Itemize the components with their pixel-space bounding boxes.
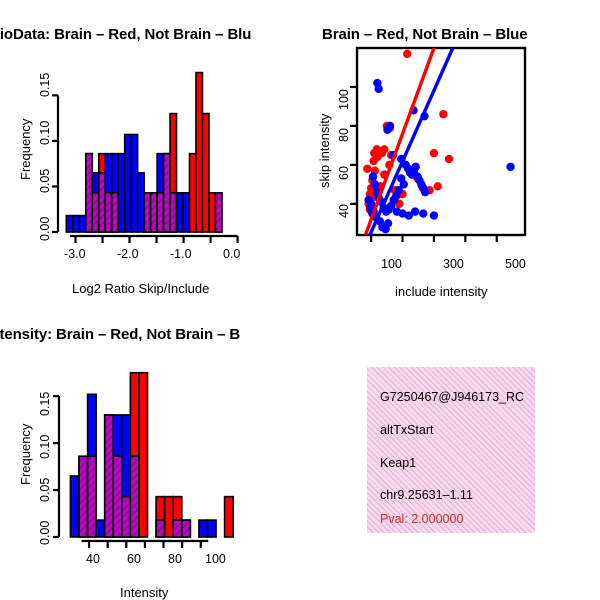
ratio-xtick-3: 0.0 <box>223 247 241 261</box>
gene-info-panel: G7250467@J946173_RC altTxStart Keap1 chr… <box>300 300 600 600</box>
ratio-histogram-title: RatioData: Brain – Red, Not Brain – Blu <box>0 26 252 43</box>
gene-info-box: G7250467@J946173_RC altTxStart Keap1 chr… <box>367 367 535 533</box>
info-pval: Pval: 2.000000 <box>380 512 464 526</box>
info-gene-symbol: Keap1 <box>380 456 417 470</box>
intensity-histogram-panel: ne Itensity: Brain – Red, Not Brain – B … <box>0 300 300 600</box>
ratio-histogram-plot <box>52 71 239 243</box>
scatter-panel: Brain – Red, Not Brain – Blue skip inten… <box>300 0 600 300</box>
ratio-histogram-xlabel: Log2 Ratio Skip/Include <box>72 281 210 296</box>
scatter-xtick-0: 100 <box>381 257 402 271</box>
scatter-xtick-2: 500 <box>505 257 526 271</box>
scatter-xtick-1: 300 <box>443 257 464 271</box>
intensity-histogram-plot <box>53 371 234 548</box>
scatter-plot <box>350 46 527 242</box>
intensity-xtick-2: 80 <box>168 552 182 566</box>
ratio-xtick-1: -2.0 <box>117 247 139 261</box>
scatter-title: Brain – Red, Not Brain – Blue <box>322 26 528 43</box>
intensity-xtick-3: 100 <box>205 552 226 566</box>
info-event-type: altTxStart <box>380 423 434 437</box>
info-probe-id: G7250467@J946173_RC <box>380 390 525 404</box>
ratio-histogram-panel: RatioData: Brain – Red, Not Brain – Blu … <box>0 0 300 300</box>
ratio-xtick-0: -3.0 <box>64 247 86 261</box>
info-hatch-background <box>367 367 535 533</box>
intensity-xtick-0: 40 <box>86 552 100 566</box>
intensity-histogram-xlabel: Intensity <box>120 585 169 600</box>
info-locus: chr9.25631–1.11 <box>380 488 473 502</box>
scatter-xlabel: include intensity <box>395 284 488 299</box>
ratio-xtick-2: -1.0 <box>170 247 192 261</box>
intensity-histogram-title: ne Itensity: Brain – Red, Not Brain – B <box>0 326 241 343</box>
intensity-xtick-1: 60 <box>127 552 141 566</box>
